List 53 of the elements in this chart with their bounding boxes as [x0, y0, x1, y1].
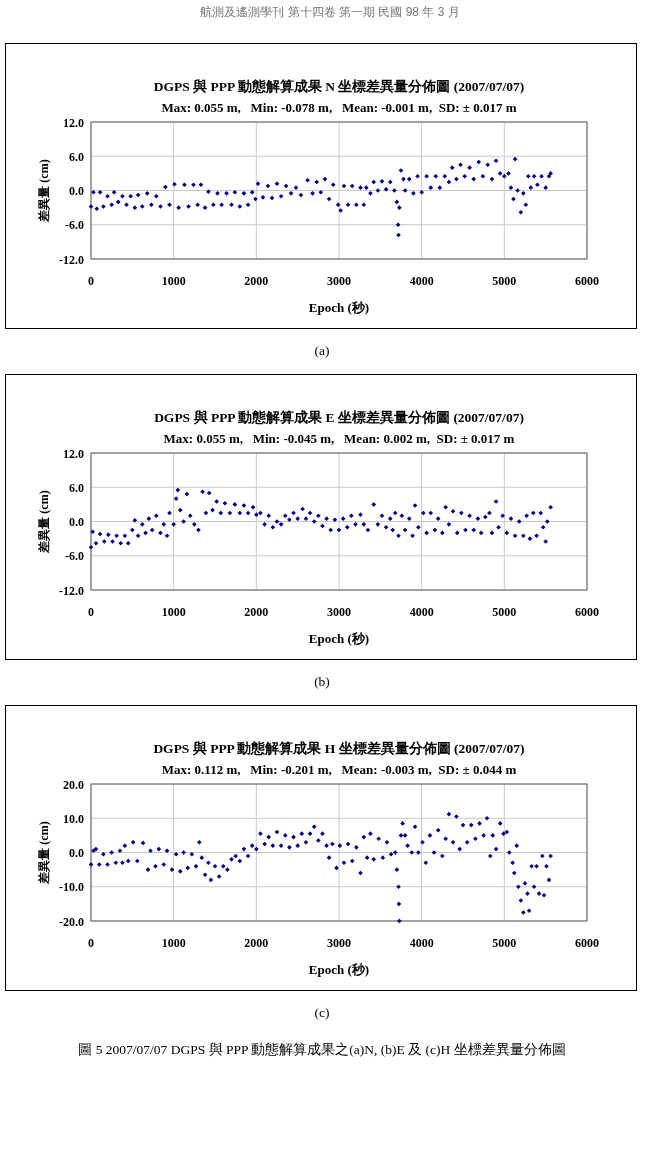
y-tick-label: 0.0	[69, 515, 84, 529]
y-tick-label: -12.0	[59, 583, 84, 598]
chart-title: DGPS 與 PPP 動態解算成果 E 坐標差異量分佈圖 (2007/07/07)	[154, 409, 524, 425]
y-tick-label: -20.0	[59, 914, 84, 929]
y-axis-title: 差異量 (cm)	[37, 821, 51, 885]
y-tick-label: -12.0	[59, 252, 84, 267]
chart-title: DGPS 與 PPP 動態解算成果 H 坐標差異量分佈圖 (2007/07/07)	[153, 740, 525, 756]
x-tick-label: 2000	[244, 936, 269, 950]
y-axis-title: 差異量 (cm)	[37, 159, 51, 223]
x-tick-label: 5000	[492, 936, 517, 950]
x-tick-label: 6000	[575, 605, 599, 619]
x-tick-label: 6000	[575, 936, 599, 950]
text: 航測及遙測學刊 第十四卷 第一期 民國 98 年 3 月	[200, 5, 460, 19]
x-tick-label: 3000	[327, 936, 351, 950]
x-tick-label: 2000	[244, 605, 269, 619]
y-tick-label: 12.0	[63, 115, 84, 130]
x-tick-label: 4000	[409, 936, 434, 950]
chart-subtitle: Max: 0.112 m, Min: -0.201 m, Mean: -0.003 m, SD: ± 0.044 m	[161, 762, 517, 777]
x-tick-label: 0	[88, 936, 94, 950]
y-tick-label: 0.0	[69, 846, 84, 860]
chart-subtitle: Max: 0.055 m, Min: -0.078 m, Mean: -0.001 m, SD: ± 0.017 m	[161, 100, 517, 115]
chart-title: DGPS 與 PPP 動態解算成果 N 坐標差異量分佈圖 (2007/07/07)	[153, 78, 525, 94]
y-axis-title: 差異量 (cm)	[37, 490, 51, 554]
y-tick-label: -6.0	[65, 549, 84, 564]
x-tick-label: 1000	[161, 274, 186, 288]
x-tick-label: 3000	[327, 605, 351, 619]
x-tick-label: 6000	[575, 274, 599, 288]
text: (a)	[314, 343, 330, 358]
x-tick-label: 5000	[492, 605, 517, 619]
y-tick-label: 6.0	[69, 480, 84, 495]
y-tick-label: 20.0	[63, 777, 84, 792]
y-tick-label: -10.0	[59, 880, 84, 895]
x-tick-label: 5000	[492, 274, 517, 288]
x-axis-title: Epoch (秒)	[308, 962, 370, 977]
x-tick-label: 0	[88, 605, 94, 619]
x-tick-label: 1000	[161, 605, 186, 619]
y-tick-label: 6.0	[69, 149, 84, 164]
y-tick-label: 12.0	[63, 446, 84, 461]
y-tick-label: 10.0	[63, 811, 84, 826]
y-tick-label: 0.0	[69, 184, 84, 198]
x-tick-label: 2000	[244, 274, 269, 288]
x-tick-label: 0	[88, 274, 94, 288]
x-tick-label: 4000	[409, 274, 434, 288]
text: (c)	[314, 1005, 330, 1020]
x-tick-label: 3000	[327, 274, 351, 288]
text: (b)	[314, 674, 330, 689]
x-tick-label: 1000	[161, 936, 186, 950]
x-tick-label: 4000	[409, 605, 434, 619]
caption: 圖 5 2007/07/07 DGPS 與 PPP 動態解算成果之(a)N, (b)E 及 (c)H 坐標差異量分佈圖	[78, 1042, 566, 1057]
chart-subtitle: Max: 0.055 m, Min: -0.045 m, Mean: 0.002 m, SD: ± 0.017 m	[163, 431, 515, 446]
x-axis-title: Epoch (秒)	[308, 300, 370, 315]
y-tick-label: -6.0	[65, 218, 84, 233]
x-axis-title: Epoch (秒)	[308, 631, 370, 646]
